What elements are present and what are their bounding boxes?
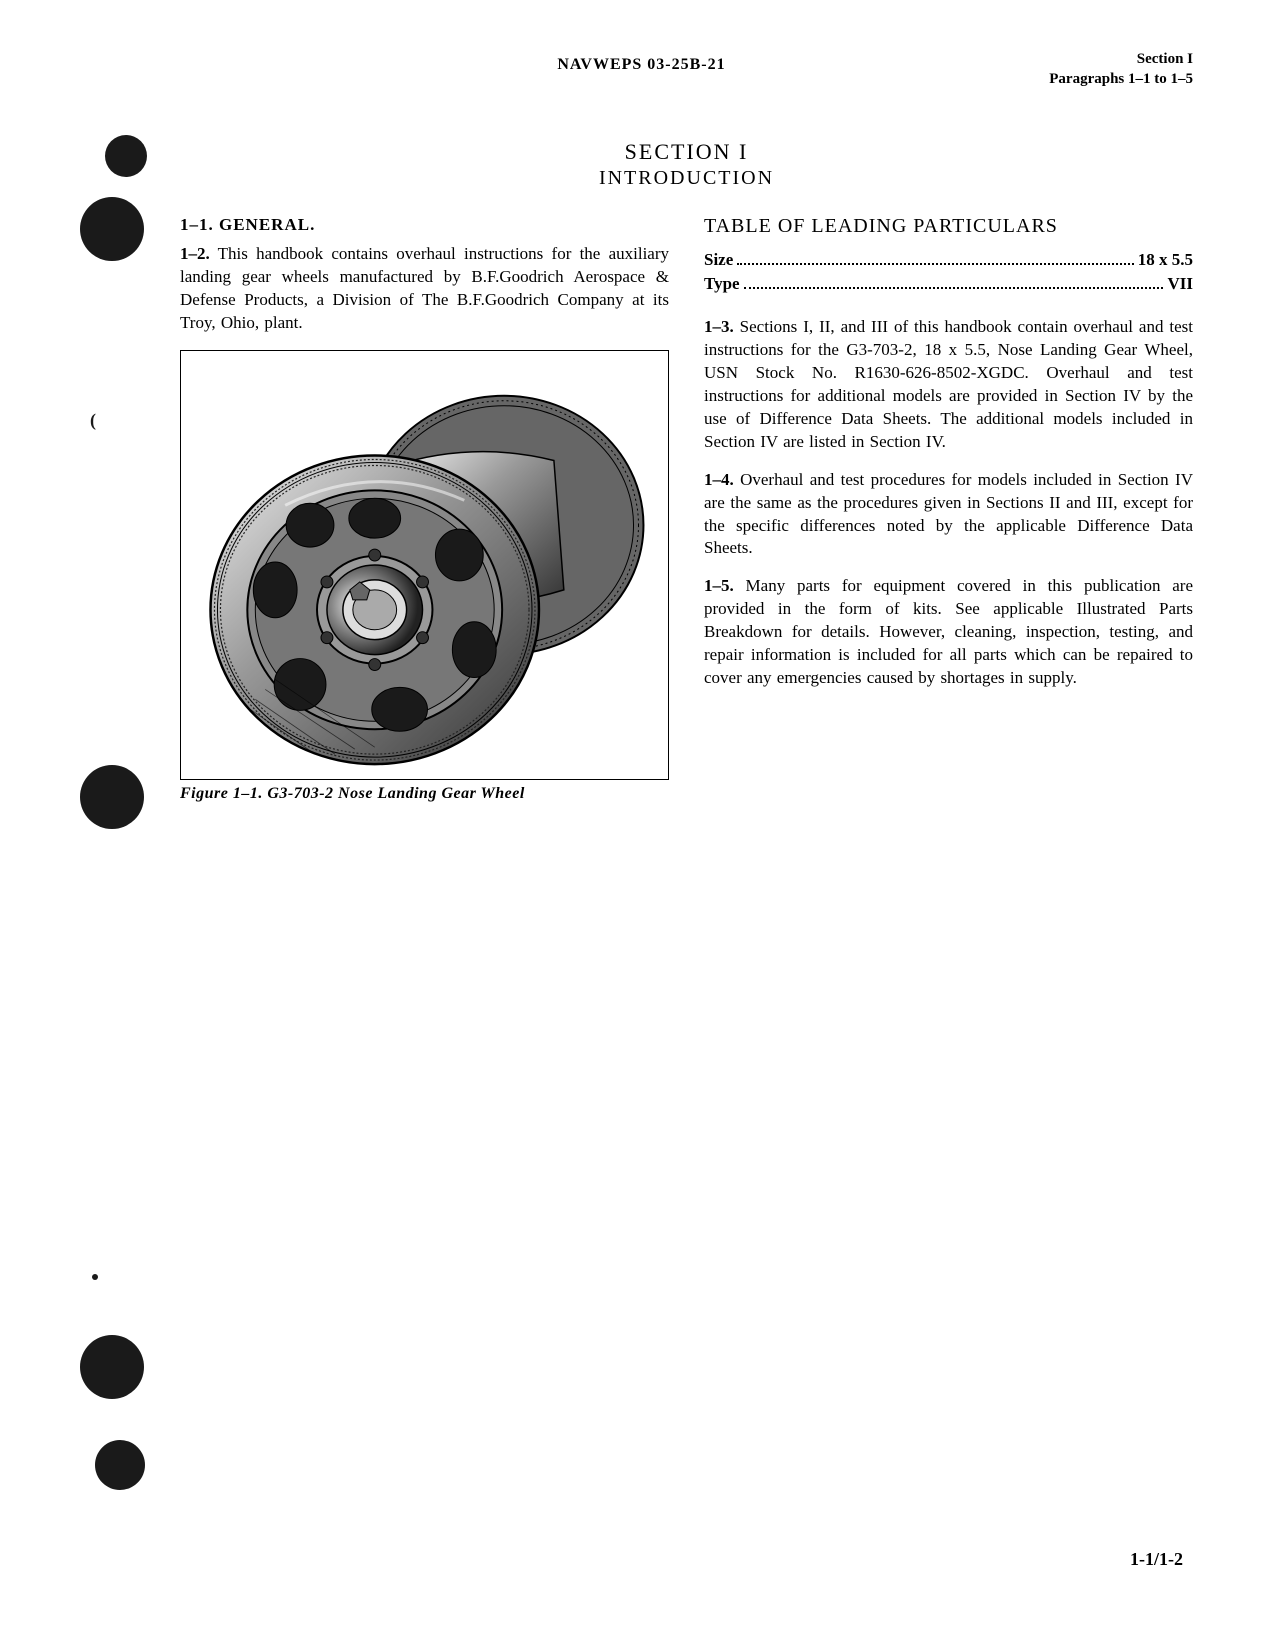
particulars-row: Size 18 x 5.5	[704, 250, 1193, 270]
particulars-row: Type VII	[704, 274, 1193, 294]
paragraph-number: 1–2.	[180, 244, 210, 263]
paragraph-heading: 1–1. GENERAL.	[180, 215, 669, 235]
paragraph-text: Sections I, II, and III of this handbook…	[704, 317, 1193, 451]
paragraph: 1–3. Sections I, II, and III of this han…	[704, 316, 1193, 454]
leader-dots	[737, 263, 1133, 265]
table-title: TABLE OF LEADING PARTICULARS	[704, 215, 1193, 238]
wheel-illustration	[181, 351, 668, 779]
content-columns: 1–1. GENERAL. 1–2. This handbook contain…	[180, 215, 1193, 803]
paragraph: 1–4. Overhaul and test procedures for mo…	[704, 469, 1193, 561]
paragraph-text: Many parts for equipment covered in this…	[704, 576, 1193, 687]
figure-wheel	[180, 350, 669, 780]
particulars-label: Size	[704, 250, 733, 270]
page-number: 1-1/1-2	[1130, 1549, 1183, 1570]
section-title: SECTION I	[180, 139, 1193, 165]
paragraph-text: This handbook contains overhaul instruct…	[180, 244, 669, 332]
paragraph-number: 1–4.	[704, 470, 734, 489]
header-section: Section I	[1049, 50, 1193, 70]
left-column: 1–1. GENERAL. 1–2. This handbook contain…	[180, 215, 669, 803]
paragraph: 1–5. Many parts for equipment covered in…	[704, 575, 1193, 690]
particulars-value: 18 x 5.5	[1138, 250, 1193, 270]
paragraph-text: Overhaul and test procedures for models …	[704, 470, 1193, 558]
right-column: TABLE OF LEADING PARTICULARS Size 18 x 5…	[704, 215, 1193, 803]
page-container: NAVWEPS 03-25B-21 Section I Paragraphs 1…	[0, 0, 1283, 1630]
section-subtitle: INTRODUCTION	[180, 167, 1193, 190]
paragraph-number: 1–5.	[704, 576, 734, 595]
header-document-id: NAVWEPS 03-25B-21	[557, 56, 725, 74]
header-right: Section I Paragraphs 1–1 to 1–5	[1049, 50, 1193, 89]
paragraph-number: 1–3.	[704, 317, 734, 336]
figure-caption: Figure 1–1. G3-703-2 Nose Landing Gear W…	[180, 785, 669, 803]
paragraph: 1–2. This handbook contains overhaul ins…	[180, 243, 669, 335]
leader-dots	[744, 287, 1164, 289]
particulars-label: Type	[704, 274, 740, 294]
header-paragraph-range: Paragraphs 1–1 to 1–5	[1049, 70, 1193, 90]
particulars-value: VII	[1167, 274, 1193, 294]
